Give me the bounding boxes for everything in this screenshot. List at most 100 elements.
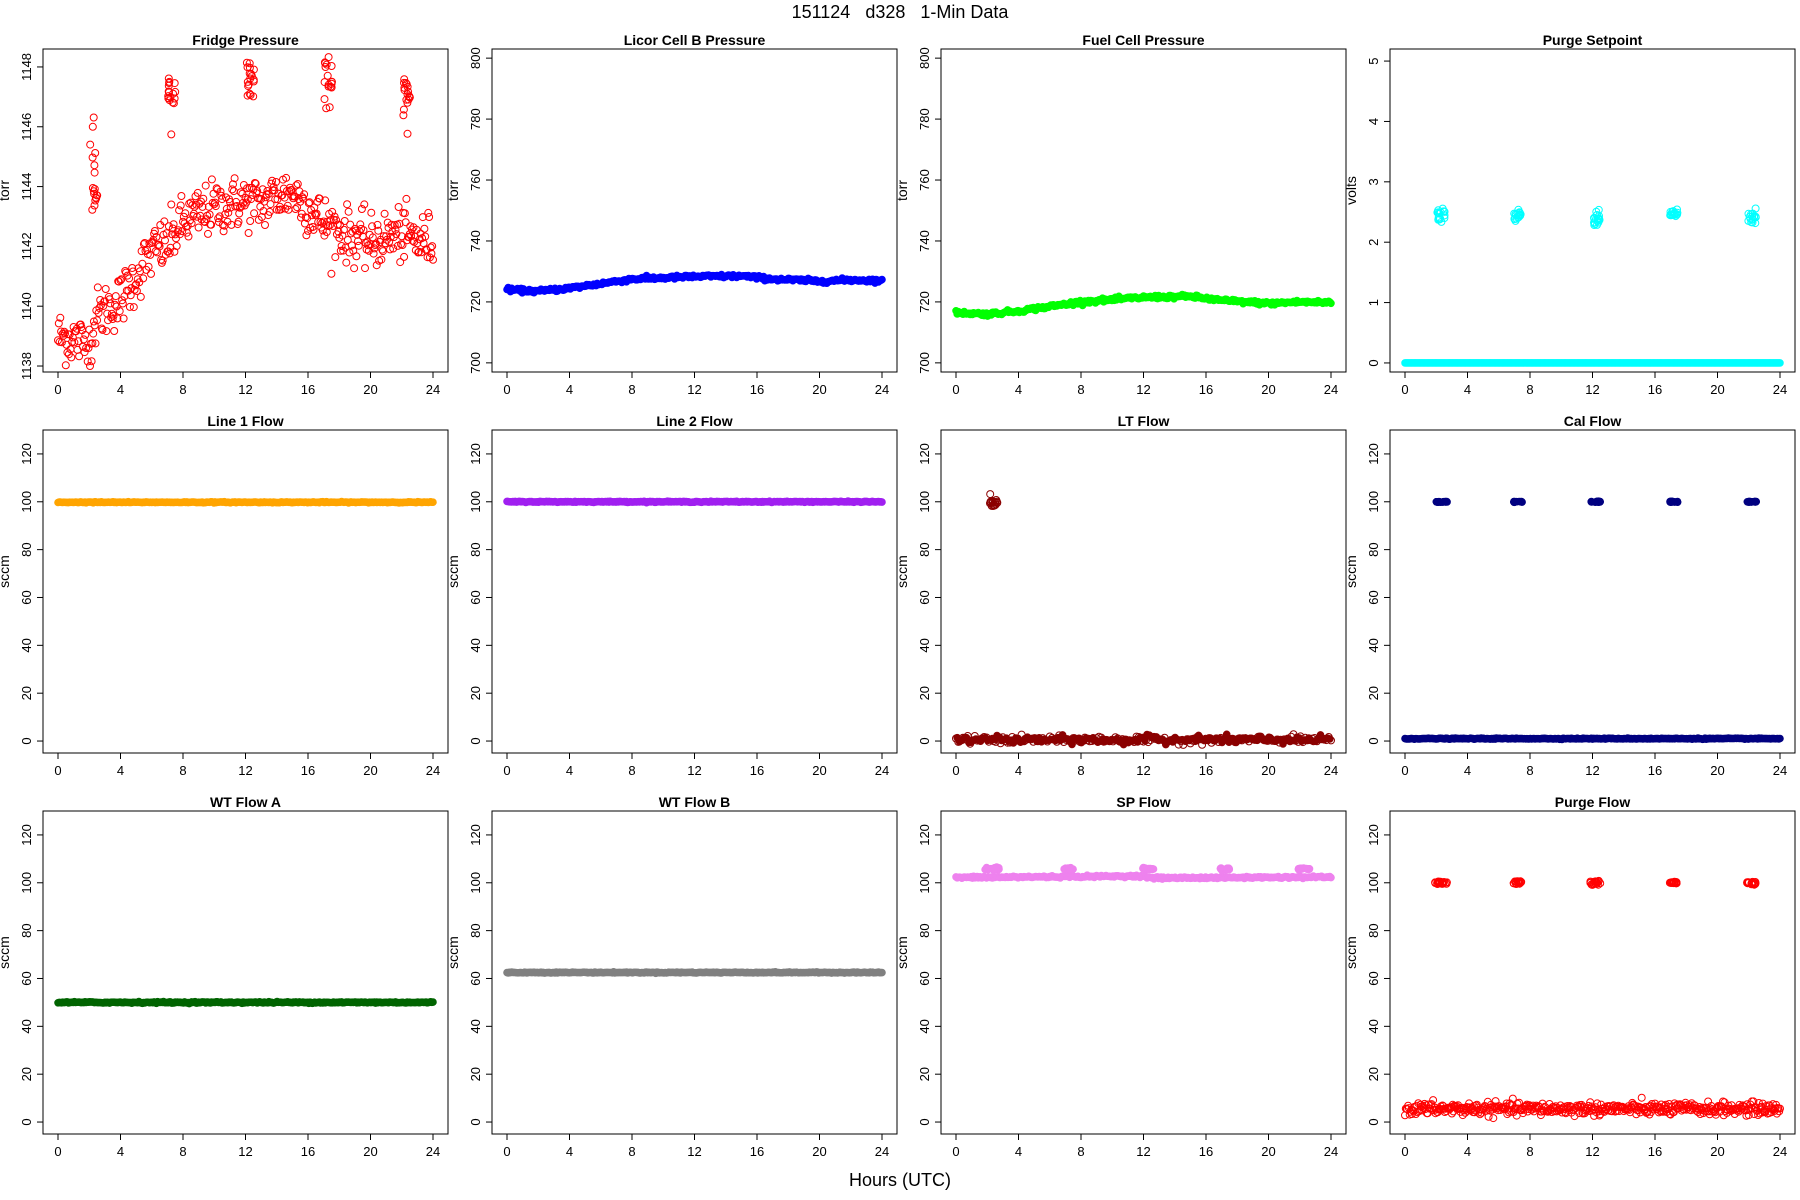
data-point <box>1484 1112 1493 1121</box>
data-point <box>1654 1108 1663 1117</box>
data-point <box>265 207 274 216</box>
data-point <box>160 217 169 226</box>
data-point <box>177 192 186 200</box>
data-point <box>181 209 190 218</box>
x-tick-label: 12 <box>687 382 701 397</box>
data-point <box>79 335 88 344</box>
line-2-flow-plot-frame <box>491 429 898 754</box>
data-point <box>224 208 233 217</box>
data-point <box>77 323 86 332</box>
data-point <box>83 376 90 383</box>
data-point <box>228 185 237 194</box>
line-1-flow-title: Line 1 Flow <box>207 413 283 429</box>
data-point <box>346 220 355 229</box>
data-point <box>360 200 369 209</box>
x-tick-label: 12 <box>687 763 701 778</box>
data-point <box>1751 213 1760 222</box>
data-point <box>166 93 175 102</box>
data-point <box>1509 879 1518 888</box>
sp-flow-points <box>952 863 1335 883</box>
data-point <box>244 229 253 237</box>
data-point <box>367 208 376 217</box>
data-point <box>90 321 99 330</box>
data-point <box>243 91 252 100</box>
data-point <box>1434 215 1443 224</box>
data-point <box>175 206 184 215</box>
data-point <box>147 269 155 278</box>
data-point <box>54 336 62 345</box>
data-point <box>167 200 176 209</box>
data-point <box>1302 864 1311 873</box>
data-point <box>1776 1104 1784 1113</box>
data-point <box>336 221 344 229</box>
data-point <box>321 196 330 205</box>
x-tick-label: 16 <box>750 763 764 778</box>
cal-flow-y-label: sccm <box>1343 555 1359 588</box>
data-point <box>1511 210 1520 219</box>
data-point <box>1508 1094 1517 1103</box>
y-tick-label: 20 <box>1366 1067 1381 1081</box>
y-tick-label: 120 <box>917 824 932 846</box>
data-point <box>986 490 995 499</box>
data-point <box>345 248 354 257</box>
data-point <box>187 219 196 228</box>
x-tick-label: 4 <box>1464 382 1471 397</box>
y-tick-label: 1148 <box>19 53 34 81</box>
y-tick-label: 0 <box>19 737 34 744</box>
data-point <box>152 233 161 241</box>
x-tick-label: 8 <box>1077 1144 1084 1159</box>
x-tick-label: 20 <box>1710 763 1724 778</box>
data-point <box>88 153 97 162</box>
x-tick-label: 8 <box>628 382 635 397</box>
x-tick-label: 4 <box>117 382 124 397</box>
data-point <box>227 220 236 229</box>
line-2-flow-title: Line 2 Flow <box>656 413 732 429</box>
data-point <box>94 308 103 317</box>
data-point <box>389 244 398 253</box>
data-point <box>1776 734 1784 743</box>
data-point <box>244 80 253 89</box>
data-point <box>1433 498 1442 506</box>
data-point <box>207 175 216 184</box>
page-title: 151124 d328 1-Min Data <box>791 2 1009 22</box>
y-tick-label: 40 <box>1366 1019 1381 1033</box>
x-tick-label: 24 <box>875 382 889 397</box>
data-point <box>272 178 280 186</box>
y-tick-label: 740 <box>917 230 932 252</box>
data-point <box>178 227 187 236</box>
data-point <box>82 344 91 352</box>
data-point <box>169 99 178 108</box>
y-tick-label: 0 <box>917 1118 932 1125</box>
wt-flow-a-plot-frame <box>42 810 449 1135</box>
x-tick-label: 12 <box>1136 382 1150 397</box>
data-point <box>1591 878 1600 887</box>
data-point <box>125 274 134 283</box>
data-point <box>243 63 252 72</box>
x-tick-label: 24 <box>426 382 440 397</box>
data-point <box>404 87 413 96</box>
data-point <box>1489 1114 1498 1123</box>
data-point <box>89 329 98 338</box>
data-point <box>250 209 259 218</box>
cal-flow-title: Cal Flow <box>1564 413 1622 429</box>
y-tick-label: 80 <box>1366 923 1381 937</box>
data-point <box>1554 1106 1563 1114</box>
data-point <box>86 362 94 370</box>
data-point <box>229 187 238 196</box>
data-point <box>136 292 145 301</box>
x-tick-label: 20 <box>363 1144 377 1159</box>
data-point <box>318 219 327 227</box>
x-tick-label: 24 <box>426 763 440 778</box>
x-tick-label: 4 <box>1015 1144 1022 1159</box>
data-point <box>413 239 422 248</box>
lt-flow-points <box>952 490 1335 749</box>
data-point <box>132 287 141 295</box>
x-tick-label: 4 <box>566 1144 573 1159</box>
x-tick-label: 8 <box>179 382 186 397</box>
data-point <box>398 241 407 249</box>
data-point <box>421 232 430 241</box>
data-point <box>90 185 99 193</box>
x-tick-label: 20 <box>363 382 377 397</box>
